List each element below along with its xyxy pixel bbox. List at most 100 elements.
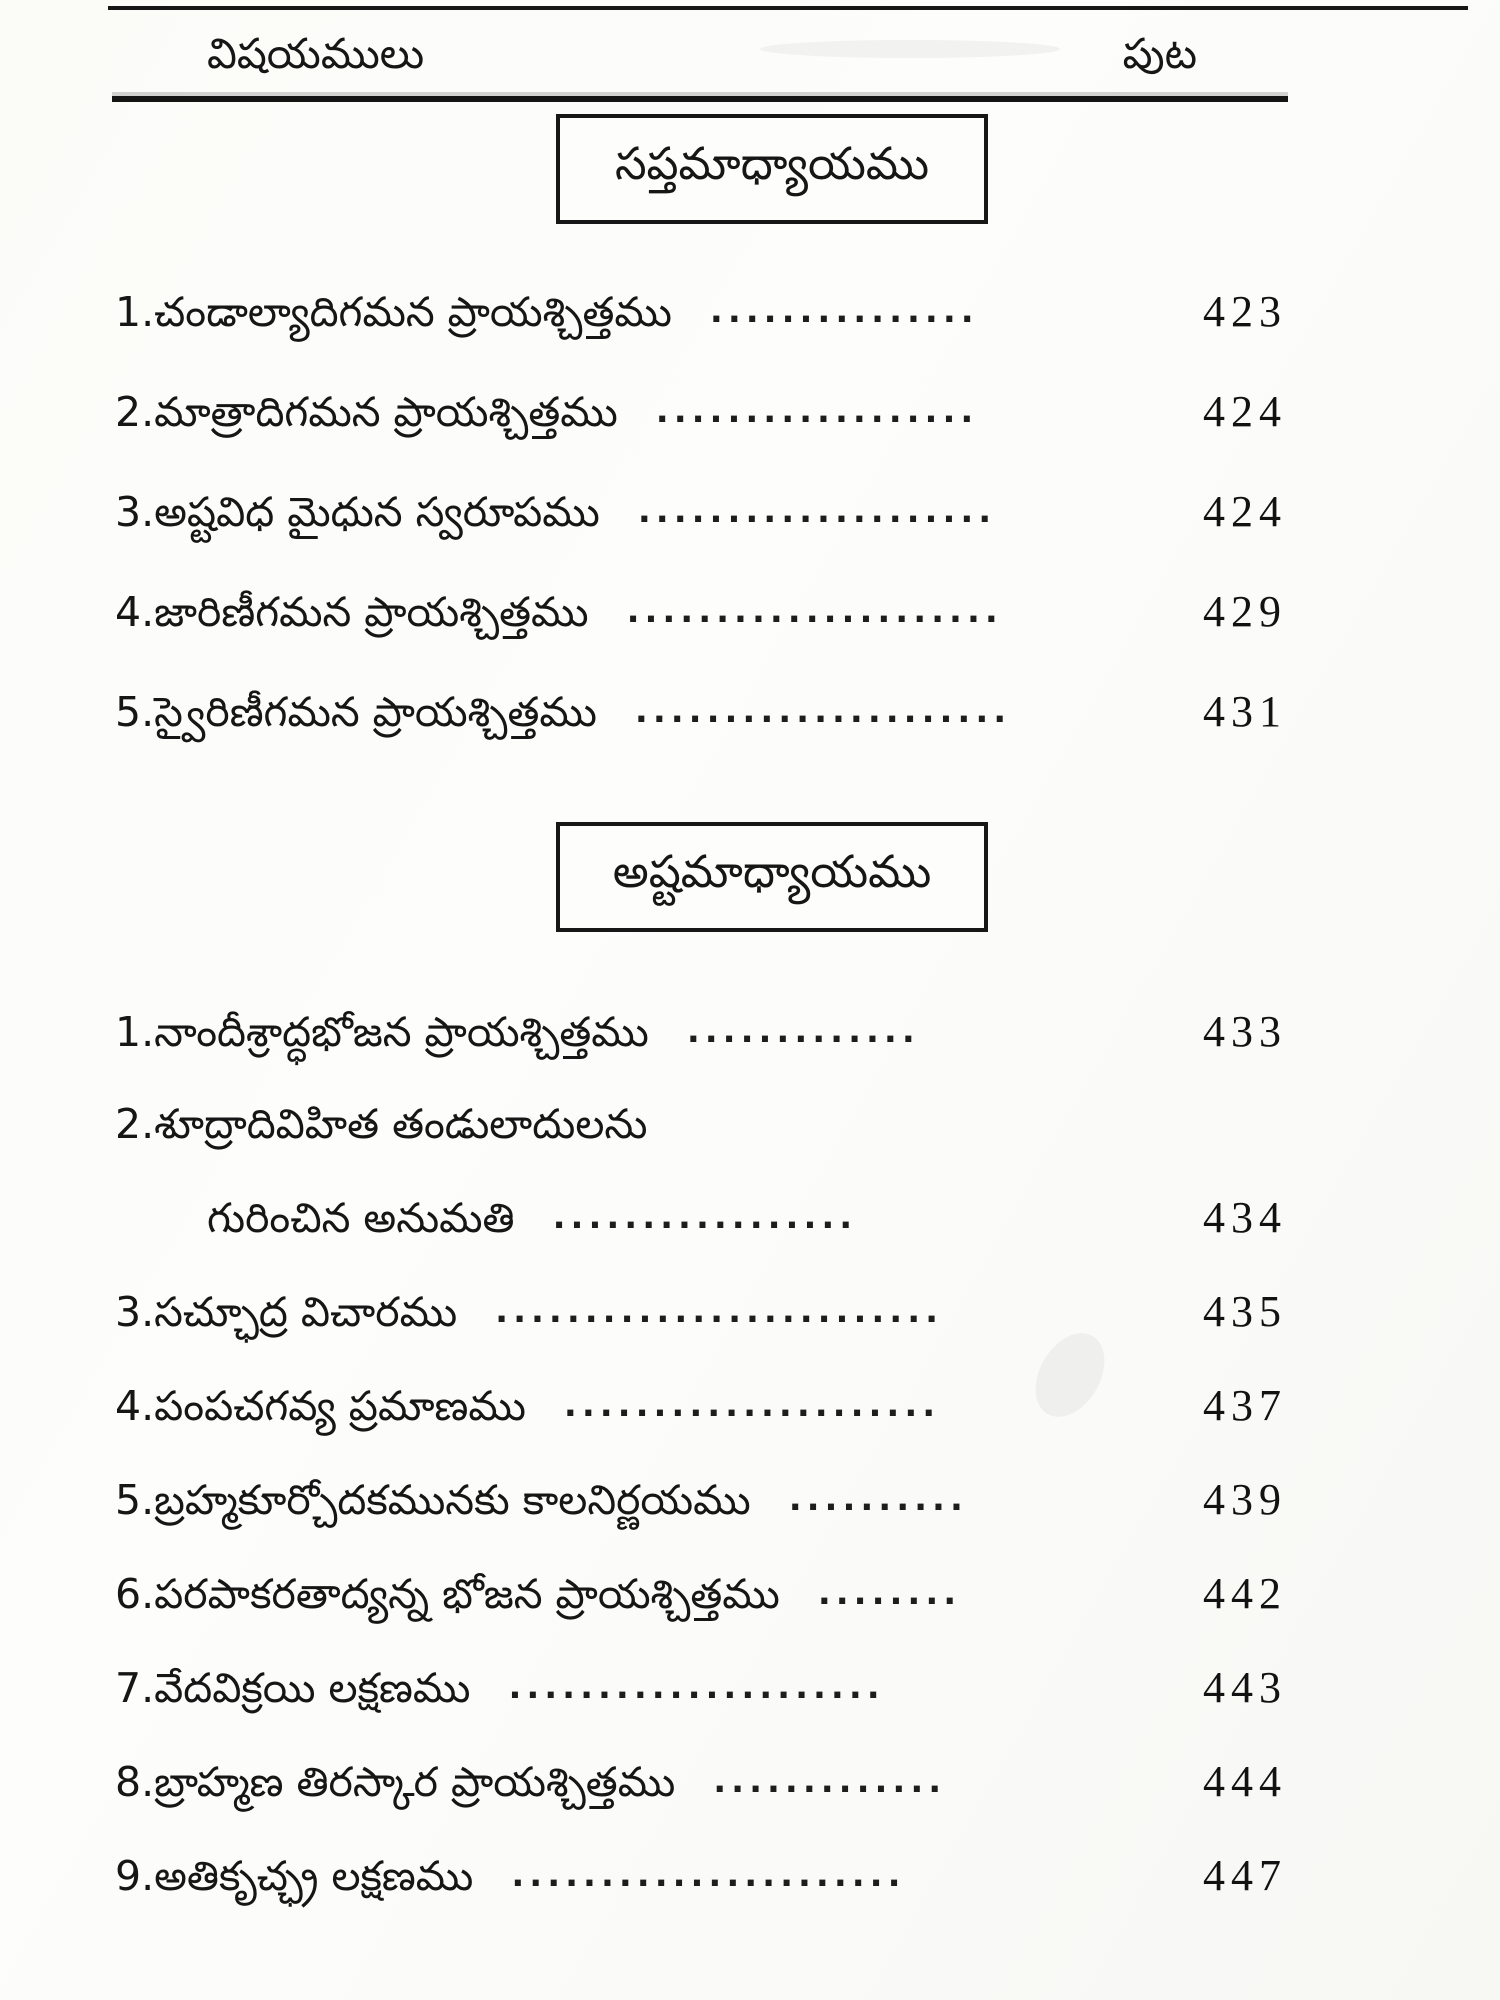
dots-leader: ...............	[709, 291, 979, 331]
item-label: 2.మాత్రాదిగమన ప్రాయశ్చిత్తము	[115, 388, 618, 446]
page-number: 437	[1203, 1381, 1287, 1430]
item-number: 7.	[115, 1664, 155, 1712]
item-title: పరపాకరతాద్యన్న భోజన ప్రాయశ్చిత్తము	[154, 1570, 780, 1618]
dots-leader: .................	[552, 1197, 858, 1237]
item-title: వేదవిక్రయి లక్షణము	[154, 1664, 471, 1712]
header-rule	[112, 96, 1288, 102]
chapter-eight-list: 1.నాందీశ్రాద్ధభోజన ప్రాయశ్చిత్తము ......…	[115, 1006, 1287, 1910]
item-title: బ్రాహ్మణ తిరస్కార ప్రాయశ్చిత్తము	[154, 1758, 676, 1806]
toc-item: 1.నాందీశ్రాద్ధభోజన ప్రాయశ్చిత్తము ......…	[115, 1006, 1287, 1066]
page-number: 431	[1203, 687, 1287, 736]
page-number: 424	[1203, 387, 1287, 436]
toc-item: 8.బ్రాహ్మణ తిరస్కార ప్రాయశ్చిత్తము .....…	[115, 1756, 1287, 1816]
page-number: 439	[1203, 1475, 1287, 1524]
item-title: బ్రహ్మకూర్చోదకమునకు కాలనిర్ణయము	[154, 1476, 751, 1524]
page-number: 442	[1203, 1569, 1287, 1618]
page-number: 424	[1203, 487, 1287, 536]
dots-leader: ........	[817, 1573, 962, 1613]
dots-leader: .....................	[634, 691, 1012, 731]
item-label: 2.శూద్రాదివిహిత తండులాదులను	[115, 1100, 647, 1158]
item-label: 6.పరపాకరతాద్యన్న భోజన ప్రాయశ్చిత్తము	[115, 1570, 780, 1628]
toc-item: 3.సచ్ఛూద్ర విచారము .....................…	[115, 1286, 1287, 1346]
header-subjects-label: విషయములు	[207, 29, 425, 78]
item-title: చండాల్యాదిగమన ప్రాయశ్చిత్తము	[154, 288, 672, 336]
item-label: 3.సచ్ఛూద్ర విచారము	[115, 1288, 457, 1346]
chapter-seven-list: 1.చండాల్యాదిగమన ప్రాయశ్చిత్తము .........…	[115, 286, 1287, 746]
item-title: నాందీశ్రాద్ధభోజన ప్రాయశ్చిత్తము	[154, 1008, 649, 1056]
item-number: 3.	[115, 1288, 155, 1336]
toc-item: 4.పంపచగవ్య ప్రమాణము ....................…	[115, 1380, 1287, 1440]
chapter-eight-heading: అష్టమాధ్యాయము	[612, 845, 932, 898]
item-title: జారిణీగమన ప్రాయశ్చిత్తము	[154, 588, 589, 636]
dots-leader: .............	[686, 1011, 920, 1051]
item-label: 3.అష్టవిధ మైధున స్వరూపము	[115, 488, 600, 546]
toc-item-continuation: గురించిన అనుమతి ................. 434	[115, 1192, 1287, 1252]
dots-leader: .........................	[495, 1291, 944, 1331]
dots-leader: ..................	[655, 391, 979, 431]
item-label: 7.వేదవిక్రయి లక్షణము	[115, 1664, 470, 1722]
item-title: అష్టవిధ మైధున స్వరూపము	[154, 488, 600, 536]
toc-header: విషయములు పుట	[115, 26, 1285, 82]
item-title: మాత్రాదిగమన ప్రాయశ్చిత్తము	[154, 388, 618, 436]
item-label: 5.బ్రహ్మకూర్చోదకమునకు కాలనిర్ణయము	[115, 1476, 751, 1534]
dots-leader: .....................	[563, 1385, 941, 1425]
chapter-eight-heading-box: అష్టమాధ్యాయము	[556, 822, 988, 932]
item-number: 1.	[115, 1008, 155, 1056]
toc-item: 3.అష్టవిధ మైధున స్వరూపము ...............…	[115, 486, 1287, 546]
item-number: 9.	[115, 1852, 155, 1900]
toc-item: 9.అతికృచ్ఛ్ర లక్షణము ...................…	[115, 1850, 1287, 1910]
scan-smudge	[760, 40, 1060, 58]
dots-leader: .....................	[508, 1667, 885, 1707]
item-title: పంపచగవ్య ప్రమాణము	[154, 1382, 526, 1430]
toc-item: 7.వేదవిక్రయి లక్షణము ...................…	[115, 1662, 1287, 1722]
dots-leader: .....................	[626, 591, 1003, 631]
item-number: 2.	[115, 1100, 155, 1148]
item-label: గురించిన అనుమతి	[115, 1194, 515, 1252]
item-number: 2.	[115, 388, 155, 436]
item-number: 4.	[115, 588, 155, 636]
item-title: స్వైరిణీగమన ప్రాయశ్చిత్తము	[154, 688, 597, 736]
item-label: 1.నాందీశ్రాద్ధభోజన ప్రాయశ్చిత్తము	[115, 1008, 649, 1066]
item-number: 5.	[115, 1476, 155, 1524]
item-label: 4.జారిణీగమన ప్రాయశ్చిత్తము	[115, 588, 589, 646]
item-title: సచ్ఛూద్ర విచారము	[154, 1288, 458, 1336]
toc-item: 4.జారిణీగమన ప్రాయశ్చిత్తము .............…	[115, 586, 1287, 646]
chapter-seven-heading: సప్తమాధ్యాయము	[614, 137, 930, 190]
toc-item: 5.బ్రహ్మకూర్చోదకమునకు కాలనిర్ణయము ......…	[115, 1474, 1287, 1534]
page-number: 423	[1203, 287, 1287, 336]
chapter-seven-heading-box: సప్తమాధ్యాయము	[556, 114, 988, 224]
item-label: 1.చండాల్యాదిగమన ప్రాయశ్చిత్తము	[115, 288, 672, 346]
item-number: 4.	[115, 1382, 155, 1430]
dots-leader: .............	[713, 1761, 947, 1801]
item-number: 5.	[115, 688, 155, 736]
page-number: 444	[1203, 1757, 1287, 1806]
page-number: 429	[1203, 587, 1287, 636]
toc-item: 1.చండాల్యాదిగమన ప్రాయశ్చిత్తము .........…	[115, 286, 1287, 346]
page-number: 447	[1203, 1851, 1287, 1900]
toc-item: 2.మాత్రాదిగమన ప్రాయశ్చిత్తము ...........…	[115, 386, 1287, 446]
page-number: 433	[1203, 1007, 1287, 1056]
toc-item: 6.పరపాకరతాద్యన్న భోజన ప్రాయశ్చిత్తము ...…	[115, 1568, 1287, 1628]
item-title: శూద్రాదివిహిత తండులాదులను	[154, 1100, 648, 1148]
item-label: 4.పంపచగవ్య ప్రమాణము	[115, 1382, 526, 1440]
header-page-label: పుట	[1122, 29, 1197, 78]
page-number: 435	[1203, 1287, 1287, 1336]
toc-item: 2.శూద్రాదివిహిత తండులాదులను	[115, 1100, 1287, 1158]
item-label: 9.అతికృచ్ఛ్ర లక్షణము	[115, 1852, 473, 1910]
item-number: 6.	[115, 1570, 155, 1618]
item-number: 1.	[115, 288, 155, 336]
item-label: 8.బ్రాహ్మణ తిరస్కార ప్రాయశ్చిత్తము	[115, 1758, 675, 1816]
top-rule	[108, 6, 1468, 10]
page-number: 443	[1203, 1663, 1287, 1712]
item-number: 8.	[115, 1758, 155, 1806]
dots-leader: ......................	[511, 1855, 906, 1895]
dots-leader: ..........	[788, 1479, 968, 1519]
dots-leader: ....................	[637, 491, 997, 531]
toc-item: 5.స్వైరిణీగమన ప్రాయశ్చిత్తము ...........…	[115, 686, 1287, 746]
item-title: గురించిన అనుమతి	[207, 1194, 515, 1242]
item-number: 3.	[115, 488, 155, 536]
item-title: అతికృచ్ఛ్ర లక్షణము	[154, 1852, 474, 1900]
page-number: 434	[1203, 1193, 1287, 1242]
item-label: 5.స్వైరిణీగమన ప్రాయశ్చిత్తము	[115, 688, 597, 746]
